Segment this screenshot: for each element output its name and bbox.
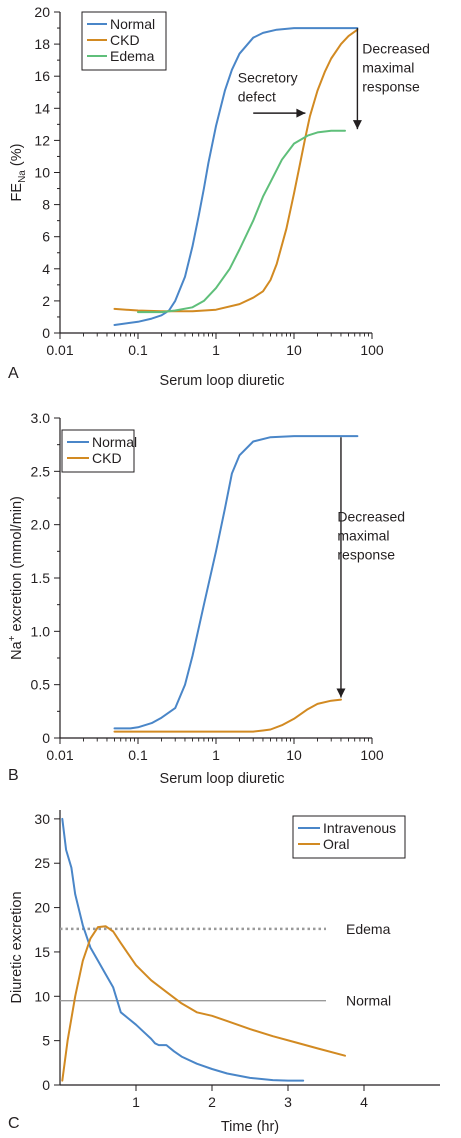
y-axis-label-unit: (%) bbox=[9, 144, 25, 171]
y-axis-label-main: Diuretic excretion bbox=[9, 891, 25, 1003]
y-tick-label: 2.5 bbox=[31, 463, 51, 479]
annotation-decreased-arrow-head bbox=[352, 120, 362, 130]
y-tick-label: 3.0 bbox=[31, 410, 51, 426]
annotation-decreased-line: response bbox=[337, 546, 395, 562]
series-line-intravenous bbox=[61, 817, 305, 1082]
y-axis-label-sup: + bbox=[7, 635, 18, 641]
series-line-normal bbox=[113, 27, 359, 326]
y-tick-label: 0 bbox=[42, 730, 50, 746]
annotation-decreased-line: response bbox=[362, 79, 420, 95]
y-tick-label: 6 bbox=[42, 229, 50, 245]
x-tick-label: 0.1 bbox=[128, 342, 148, 358]
y-tick-label: 14 bbox=[34, 100, 50, 116]
y-axis-label-main: FE bbox=[9, 183, 25, 202]
y-tick-label: 10 bbox=[34, 988, 50, 1004]
y-axis-label-main: Na bbox=[9, 640, 25, 659]
y-axis-label: Na+ excretion (mmol/min) bbox=[7, 496, 25, 660]
x-axis-label: Serum loop diuretic bbox=[160, 771, 285, 787]
series-line-normal bbox=[113, 435, 359, 730]
panel-a: 0 2 4 6 8 10 12 14 16 18 20 0.01 0.1 1 10 100 Serum loop… bbox=[8, 4, 430, 389]
y-axis-label-sub: Na bbox=[17, 170, 28, 183]
y-tick-label: 0 bbox=[42, 325, 50, 341]
y-tick-label: 2.0 bbox=[31, 517, 51, 533]
x-tick-label: 1 bbox=[212, 747, 220, 763]
annotation-decreased-line: maximal bbox=[362, 60, 414, 76]
series-line-ckd bbox=[113, 28, 359, 313]
reference-label-edema: Edema bbox=[346, 921, 391, 937]
y-tick-label: 1.5 bbox=[31, 570, 51, 586]
x-tick-label: 1 bbox=[212, 342, 220, 358]
legend-label-intravenous: Intravenous bbox=[323, 820, 396, 836]
annotation-decreased-arrow-head bbox=[336, 688, 346, 698]
x-tick-label: 100 bbox=[360, 342, 384, 358]
legend-label-normal: Normal bbox=[92, 434, 137, 450]
legend-label-normal: Normal bbox=[110, 16, 155, 32]
x-tick-label: 10 bbox=[286, 342, 302, 358]
y-tick-label: 18 bbox=[34, 36, 50, 52]
annotation-decreased-line: Decreased bbox=[362, 41, 430, 57]
x-tick-label: 10 bbox=[286, 747, 302, 763]
legend-label-ckd: CKD bbox=[92, 450, 122, 466]
x-tick-label: 4 bbox=[360, 1094, 368, 1110]
series-line-ckd bbox=[113, 698, 342, 733]
y-tick-label: 16 bbox=[34, 68, 50, 84]
y-tick-label: 30 bbox=[34, 811, 50, 827]
x-tick-label: 100 bbox=[360, 747, 384, 763]
panel-label: B bbox=[8, 767, 19, 784]
y-tick-label: 8 bbox=[42, 197, 50, 213]
y-tick-label: 5 bbox=[42, 1033, 50, 1049]
y-axis-label: FENa (%) bbox=[9, 144, 28, 202]
annotation-secretory-line: defect bbox=[238, 89, 276, 105]
y-axis-label-unit: excretion (mmol/min) bbox=[9, 496, 25, 635]
y-tick-label: 0.5 bbox=[31, 677, 51, 693]
y-tick-label: 20 bbox=[34, 4, 50, 20]
legend-box bbox=[292, 815, 406, 859]
annotation-secretory-arrow-head bbox=[296, 108, 306, 118]
x-axis-label: Serum loop diuretic bbox=[160, 373, 285, 389]
y-tick-label: 2 bbox=[42, 293, 50, 309]
series-line-edema bbox=[137, 129, 346, 314]
panel-label: A bbox=[8, 365, 19, 382]
y-tick-label: 0 bbox=[42, 1077, 50, 1093]
y-tick-label: 25 bbox=[34, 855, 50, 871]
panel-b: 0 0.5 1.0 1.5 2.0 2.5 3.0 0.01 0.1 1 10 100 Serum lo… bbox=[7, 410, 405, 787]
x-tick-label: 0.1 bbox=[128, 747, 148, 763]
legend-label-ckd: CKD bbox=[110, 32, 140, 48]
legend-label-edema: Edema bbox=[110, 48, 155, 64]
annotation-secretory-line: Secretory bbox=[238, 70, 298, 86]
x-axis-label: Time (hr) bbox=[221, 1119, 279, 1135]
panel-c: 0 5 10 15 20 25 30 1 2 3 4 Time (hr) Diuretic excret… bbox=[8, 810, 440, 1135]
legend-box bbox=[61, 429, 135, 473]
y-tick-label: 15 bbox=[34, 944, 50, 960]
x-tick-label: 3 bbox=[284, 1094, 292, 1110]
x-tick-label: 0.01 bbox=[46, 342, 73, 358]
series-line-oral bbox=[61, 925, 346, 1082]
annotation-decreased-line: maximal bbox=[337, 527, 389, 543]
panel-label: C bbox=[8, 1115, 20, 1132]
legend-label-oral: Oral bbox=[323, 836, 349, 852]
y-tick-label: 1.0 bbox=[31, 623, 51, 639]
y-axis-label: Diuretic excretion bbox=[9, 891, 25, 1003]
y-tick-label: 4 bbox=[42, 261, 50, 277]
reference-label-normal: Normal bbox=[346, 993, 391, 1009]
y-tick-label: 10 bbox=[34, 165, 50, 181]
x-tick-label: 0.01 bbox=[46, 747, 73, 763]
annotation-decreased-line: Decreased bbox=[337, 508, 405, 524]
x-tick-label: 1 bbox=[132, 1094, 140, 1110]
y-tick-label: 20 bbox=[34, 900, 50, 916]
y-tick-label: 12 bbox=[34, 132, 50, 148]
x-tick-label: 2 bbox=[208, 1094, 216, 1110]
